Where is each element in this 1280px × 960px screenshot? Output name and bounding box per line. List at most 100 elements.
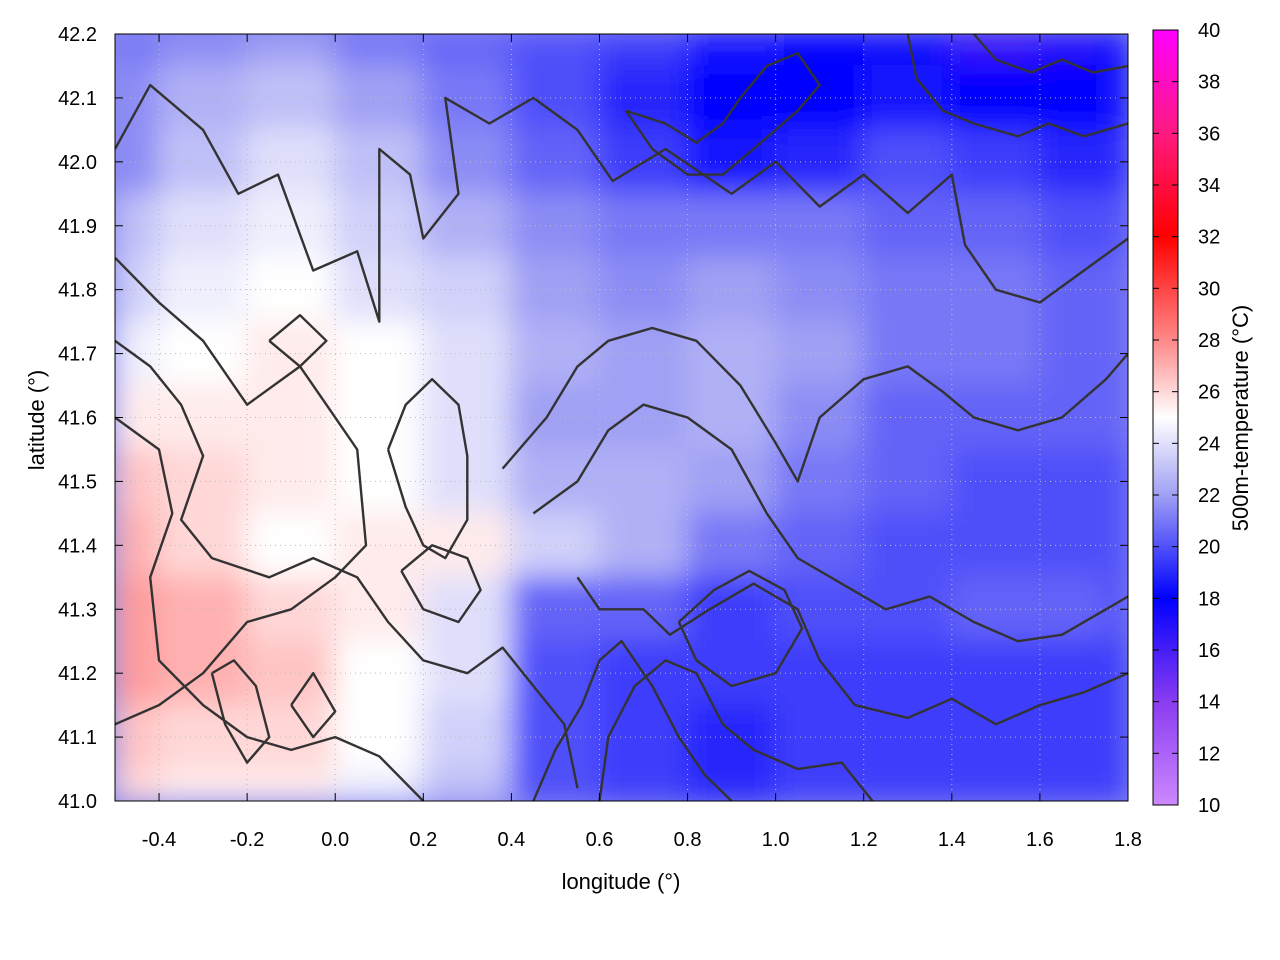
- heatmap-cell: [686, 192, 777, 259]
- heatmap-cell: [1104, 576, 1128, 643]
- colorbar-tick-label: 40: [1198, 20, 1220, 42]
- heatmap-cell: [774, 256, 865, 323]
- x-tick-label: 0.0: [321, 829, 349, 851]
- heatmap-cell: [334, 320, 425, 387]
- heatmap-cell: [862, 384, 953, 451]
- heatmap-cell: [246, 128, 337, 195]
- contour-line: [677, 569, 804, 688]
- y-axis-label: latitude (°): [24, 370, 49, 471]
- heatmap-cell: [334, 640, 425, 707]
- heatmap-cell: [158, 320, 249, 387]
- heatmap-cell: [1038, 128, 1107, 195]
- heatmap-cell: [1104, 128, 1128, 195]
- contour-line: [598, 659, 874, 801]
- colorbar-tick-label: 36: [1198, 123, 1220, 145]
- x-tick-label: 1.4: [938, 829, 966, 851]
- heatmap-cell: [598, 192, 689, 259]
- y-tick-label: 41.7: [58, 344, 97, 366]
- heatmap-cell: [598, 384, 689, 451]
- x-tick-label: 1.6: [1026, 829, 1054, 851]
- heatmap-cell: [1038, 448, 1107, 515]
- heatmap-cell: [1038, 384, 1107, 451]
- heatmap-cell: [774, 704, 865, 771]
- heatmap-cell: [598, 704, 689, 771]
- heatmap-cell: [334, 704, 425, 771]
- heatmap-cell: [246, 320, 337, 387]
- heatmap-cell: [598, 256, 689, 323]
- contour-line: [115, 256, 368, 726]
- heatmap-cell: [598, 448, 689, 515]
- contour-line: [115, 416, 425, 801]
- heatmap-cell: [686, 768, 777, 801]
- x-tick-label: 0.6: [586, 829, 614, 851]
- colorbar-tick-label: 34: [1198, 175, 1220, 197]
- colorbar-gradient: [1152, 29, 1179, 806]
- colorbar-tick-label: 24: [1198, 433, 1220, 455]
- heatmap-cell: [246, 640, 337, 707]
- contour-line: [576, 576, 1128, 726]
- heatmap-cell: [1104, 64, 1128, 131]
- heatmap-cell: [158, 192, 249, 259]
- heatmap-cell: [774, 576, 865, 643]
- x-axis: -0.4 -0.2 0.0 0.2 0.4 0.6 0.8 1.0 1.2 1.4 1.6 1.8: [142, 34, 1142, 851]
- heatmap-cell: [158, 34, 249, 67]
- heatmap-cell: [422, 192, 513, 259]
- heatmap-cell: [862, 192, 953, 259]
- contour-line: [624, 52, 821, 176]
- heatmap-cell: [862, 576, 953, 643]
- heatmap-cell: [334, 512, 425, 579]
- heatmap-cell: [598, 64, 689, 131]
- colorbar-tick-label: 16: [1198, 640, 1220, 662]
- heatmap-cell: [1038, 34, 1107, 67]
- contour-line: [400, 544, 482, 624]
- heatmap-cell: [158, 256, 249, 323]
- heatmap-cell: [1038, 576, 1107, 643]
- heatmap-cell: [862, 512, 953, 579]
- x-tick-label: 0.2: [409, 829, 437, 851]
- heatmap-cell: [686, 34, 777, 67]
- heatmap-cell: [115, 34, 161, 67]
- heatmap-cell: [862, 64, 953, 131]
- colorbar-tick-label: 18: [1198, 588, 1220, 610]
- contour-line: [115, 83, 1128, 323]
- heatmap-cell: [334, 448, 425, 515]
- y-tick-label: 41.3: [58, 599, 97, 621]
- contour-line: [268, 314, 328, 368]
- heatmap-cell: [1104, 448, 1128, 515]
- heatmap-cell: [158, 704, 249, 771]
- heatmap-cell: [422, 320, 513, 387]
- contour-line: [532, 403, 1128, 643]
- heatmap-cell: [686, 384, 777, 451]
- heatmap-cell: [115, 768, 161, 801]
- heatmap-cell: [334, 64, 425, 131]
- colorbar-tick-label: 10: [1198, 795, 1220, 817]
- colorbar-tick-label: 20: [1198, 537, 1220, 559]
- heatmap-cell: [1038, 64, 1107, 131]
- x-tick-label: 1.8: [1114, 829, 1142, 851]
- heatmap-cell: [774, 192, 865, 259]
- x-tick-label: 0.8: [674, 829, 702, 851]
- heatmap-cell: [422, 384, 513, 451]
- contour-line: [210, 659, 271, 764]
- heatmap-cell: [1038, 512, 1107, 579]
- y-tick-label: 41.8: [58, 280, 97, 302]
- colorbar-tick-label: 30: [1198, 278, 1220, 300]
- y-tick-label: 41.9: [58, 216, 97, 238]
- colorbar-tick-label: 14: [1198, 692, 1220, 714]
- colorbar-tick-label: 26: [1198, 382, 1220, 404]
- heatmap-cell: [422, 34, 513, 67]
- heatmap-cell: [862, 448, 953, 515]
- heatmap-cell: [334, 34, 425, 67]
- y-tick-label: 42.1: [58, 88, 97, 110]
- heatmap-cell: [510, 768, 601, 801]
- heatmap-cell: [774, 320, 865, 387]
- x-tick-label: 1.2: [850, 829, 878, 851]
- contour-line: [501, 326, 1128, 483]
- colorbar-tick-label: 12: [1198, 743, 1220, 765]
- heatmap-cell: [598, 512, 689, 579]
- heatmap-cell: [246, 768, 337, 801]
- y-tick-label: 41.2: [58, 663, 97, 685]
- heatmap-cell: [246, 34, 337, 67]
- heatmap-cell: [246, 64, 337, 131]
- heatmap-cell: [862, 128, 953, 195]
